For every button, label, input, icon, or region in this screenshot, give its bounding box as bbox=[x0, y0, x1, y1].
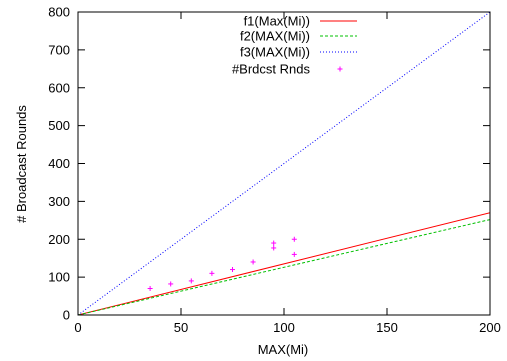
x-tick-label: 150 bbox=[376, 320, 398, 335]
data-point bbox=[250, 259, 256, 265]
legend-entry-1: f1(Max(Mi)) bbox=[244, 14, 357, 29]
legend-label: #Brdcst Rnds bbox=[232, 62, 311, 77]
x-tick-label: 50 bbox=[174, 320, 188, 335]
series-line-3 bbox=[78, 12, 490, 315]
y-tick-label: 0 bbox=[63, 308, 70, 323]
legend-marker bbox=[337, 66, 343, 72]
data-point bbox=[271, 240, 277, 246]
y-tick-label: 800 bbox=[48, 5, 70, 20]
x-tick-label: 100 bbox=[273, 320, 295, 335]
data-point bbox=[188, 278, 194, 284]
series-line-2 bbox=[78, 219, 490, 315]
series-layer bbox=[78, 12, 490, 315]
x-axis-label: MAX(Mi) bbox=[258, 342, 309, 357]
y-tick-label: 300 bbox=[48, 194, 70, 209]
x-tick-label: 0 bbox=[74, 320, 81, 335]
axes-layer bbox=[77, 11, 491, 316]
data-point bbox=[168, 281, 174, 287]
y-tick-label: 400 bbox=[48, 156, 70, 171]
legend-entry-2: f2(MAX(Mi)) bbox=[240, 29, 357, 44]
series-line-1 bbox=[78, 212, 490, 315]
data-point bbox=[291, 251, 297, 257]
data-point bbox=[230, 267, 235, 273]
legend-entry-3: f3(MAX(Mi)) bbox=[240, 45, 357, 60]
legend-label: f1(Max(Mi)) bbox=[244, 14, 310, 29]
legend-entry-4: #Brdcst Rnds bbox=[232, 62, 343, 77]
legend-label: f2(MAX(Mi)) bbox=[240, 29, 310, 44]
tick-labels: 0 100 200 300 400 500 600 700 800 0 50 100 150 200 bbox=[48, 5, 501, 336]
y-tick-label: 700 bbox=[48, 42, 70, 57]
legend-label: f3(MAX(Mi)) bbox=[240, 45, 310, 60]
data-point bbox=[291, 236, 297, 242]
data-point bbox=[271, 245, 277, 251]
y-axis-label: # Broadcast Rounds bbox=[14, 105, 29, 223]
y-tick-label: 600 bbox=[48, 80, 70, 95]
legend: f1(Max(Mi))f2(MAX(Mi))f3(MAX(Mi)) #Brdcst… bbox=[232, 14, 357, 77]
y-tick-label: 100 bbox=[48, 270, 70, 285]
y-tick-label: 500 bbox=[48, 118, 70, 133]
data-point bbox=[209, 270, 215, 276]
x-tick-label: 200 bbox=[479, 320, 501, 335]
data-point bbox=[147, 285, 153, 291]
y-tick-label: 200 bbox=[48, 232, 70, 247]
